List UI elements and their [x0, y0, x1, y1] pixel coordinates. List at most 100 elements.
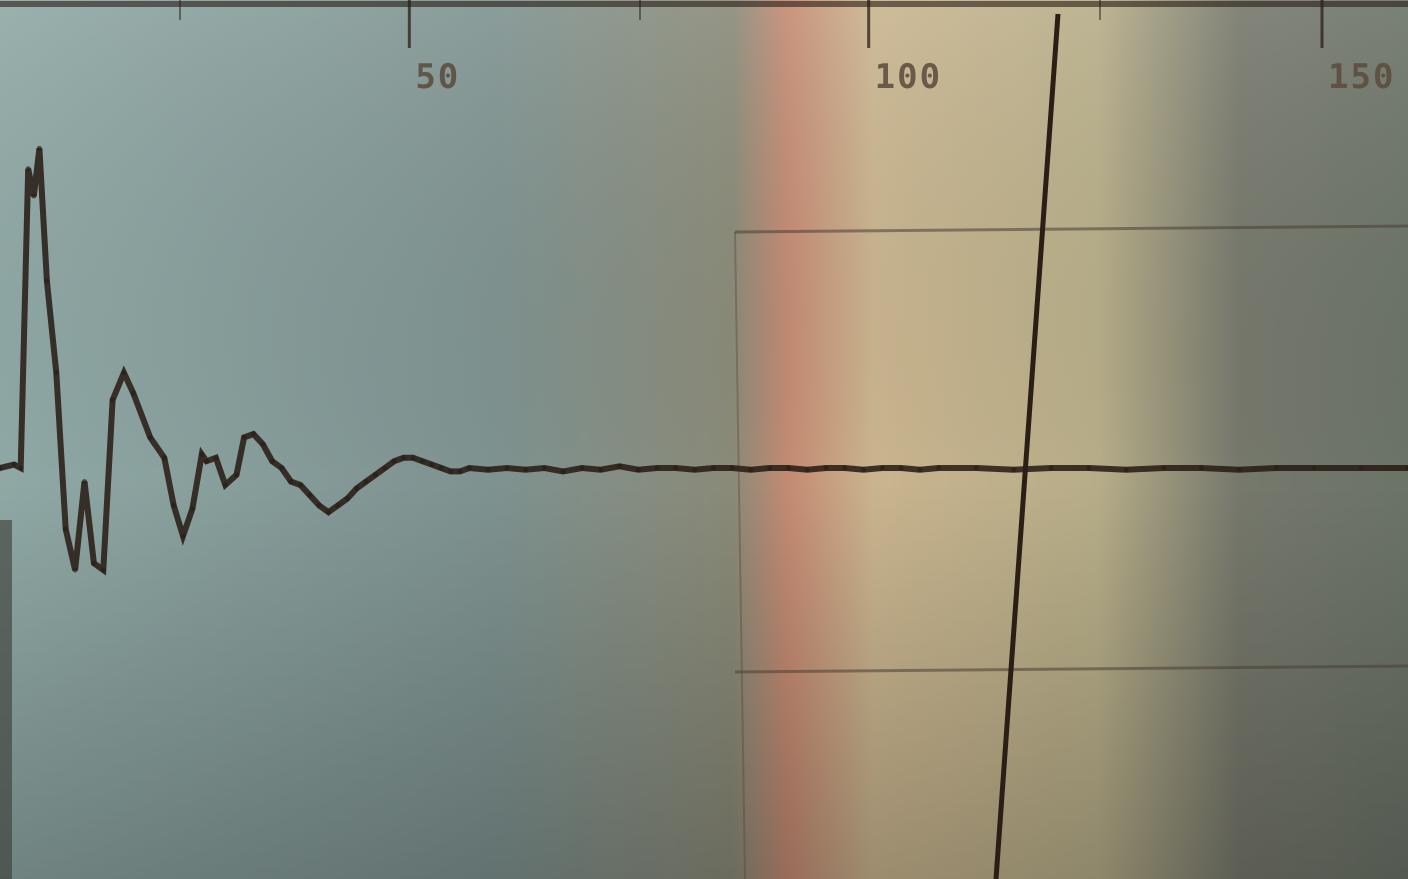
series-point-37: [335, 502, 341, 508]
series-point-80: [1086, 465, 1092, 471]
vertical-cursor-line: [993, 13, 1061, 879]
series-point-5: [31, 193, 37, 199]
series-point-31: [279, 465, 285, 471]
series-point-20: [180, 533, 186, 539]
series-point-21: [189, 506, 195, 512]
series-point-59: [617, 463, 622, 469]
series-point-3: [18, 465, 24, 471]
x-axis-tick-labels: 50 100 150: [415, 57, 1395, 97]
series-point-54: [523, 467, 529, 473]
series-point-64: [710, 465, 716, 471]
series-point-22: [199, 451, 205, 457]
series-point-48: [438, 465, 444, 471]
series-point-2: [11, 462, 17, 468]
series-point-53: [504, 465, 510, 471]
series-point-45: [410, 455, 416, 461]
series-point-17: [147, 434, 153, 440]
series-point-40: [363, 479, 369, 485]
series-point-71: [842, 465, 848, 471]
series-point-36: [326, 509, 331, 515]
series-point-29: [260, 441, 266, 447]
series-point-78: [1011, 467, 1017, 473]
series-point-50: [457, 468, 463, 474]
series-point-9: [63, 526, 69, 532]
series-point-46: [419, 458, 425, 464]
series-point-19: [171, 502, 177, 508]
series-point-24: [213, 455, 219, 461]
series-point-12: [91, 560, 97, 566]
series-point-65: [729, 465, 735, 471]
series-point-88: [1405, 465, 1408, 471]
series-point-67: [767, 465, 773, 471]
series-point-27: [241, 434, 247, 440]
series-point-79: [1048, 465, 1054, 471]
series-point-63: [692, 467, 698, 473]
series-point-26: [234, 472, 239, 478]
series-line-1: [0, 148, 1408, 576]
series-point-42: [382, 465, 388, 471]
series-point-6: [36, 145, 42, 151]
horizontal-gridline-2: [734, 664, 1408, 674]
vertical-gridline-left: [734, 231, 746, 879]
series-point-74: [898, 465, 904, 471]
series-point-62: [673, 465, 679, 471]
series-point-85: [1274, 465, 1280, 471]
x-tick-label-100: 100: [875, 57, 942, 97]
x-axis-ticks: [179, 0, 1324, 48]
series-point-44: [401, 455, 407, 461]
series-point-76: [936, 465, 942, 471]
series-point-73: [879, 465, 885, 471]
series-point-70: [823, 465, 829, 471]
series-point-10: [72, 567, 78, 573]
series-point-18: [161, 455, 167, 461]
series-point-7: [44, 278, 50, 284]
series-point-86: [1311, 465, 1317, 471]
series-point-35: [316, 502, 322, 508]
left-bezel-edge: [0, 520, 12, 879]
series-point-77: [973, 465, 979, 471]
series-point-15: [121, 370, 127, 376]
series-point-52: [485, 467, 491, 473]
x-tick-label-50: 50: [415, 57, 460, 97]
series-point-56: [560, 468, 566, 474]
series-point-30: [269, 458, 275, 464]
series-point-41: [373, 472, 378, 478]
series-point-8: [53, 370, 59, 376]
series-point-25: [222, 482, 228, 488]
series-point-28: [250, 431, 256, 437]
series-point-75: [917, 467, 923, 473]
series-point-34: [307, 492, 313, 498]
series-point-14: [110, 397, 116, 403]
waveform-trace: [0, 145, 1408, 576]
series-point-47: [429, 462, 435, 468]
series-point-60: [635, 467, 641, 473]
series-point-81: [1123, 467, 1129, 473]
series-point-33: [297, 482, 303, 488]
series-point-69: [804, 467, 810, 473]
series-point-4: [25, 166, 31, 172]
series-point-72: [861, 467, 867, 473]
series-point-83: [1199, 465, 1204, 471]
series-point-23: [204, 458, 209, 464]
series-point-51: [466, 465, 472, 471]
series-point-87: [1358, 465, 1364, 471]
series-point-84: [1236, 467, 1242, 473]
series-point-13: [100, 567, 106, 573]
x-tick-label-150: 150: [1328, 57, 1395, 97]
series-point-68: [786, 465, 791, 471]
series-point-57: [579, 465, 585, 471]
series-point-61: [654, 465, 660, 471]
series-point-49: [448, 468, 454, 474]
series-point-16: [130, 390, 136, 396]
series-point-66: [748, 467, 754, 473]
horizontal-gridline-1: [734, 224, 1408, 234]
series-point-55: [541, 465, 547, 471]
series-point-82: [1161, 465, 1167, 471]
series-point-43: [391, 458, 397, 464]
series-point-38: [344, 496, 350, 502]
series-point-58: [598, 467, 604, 473]
